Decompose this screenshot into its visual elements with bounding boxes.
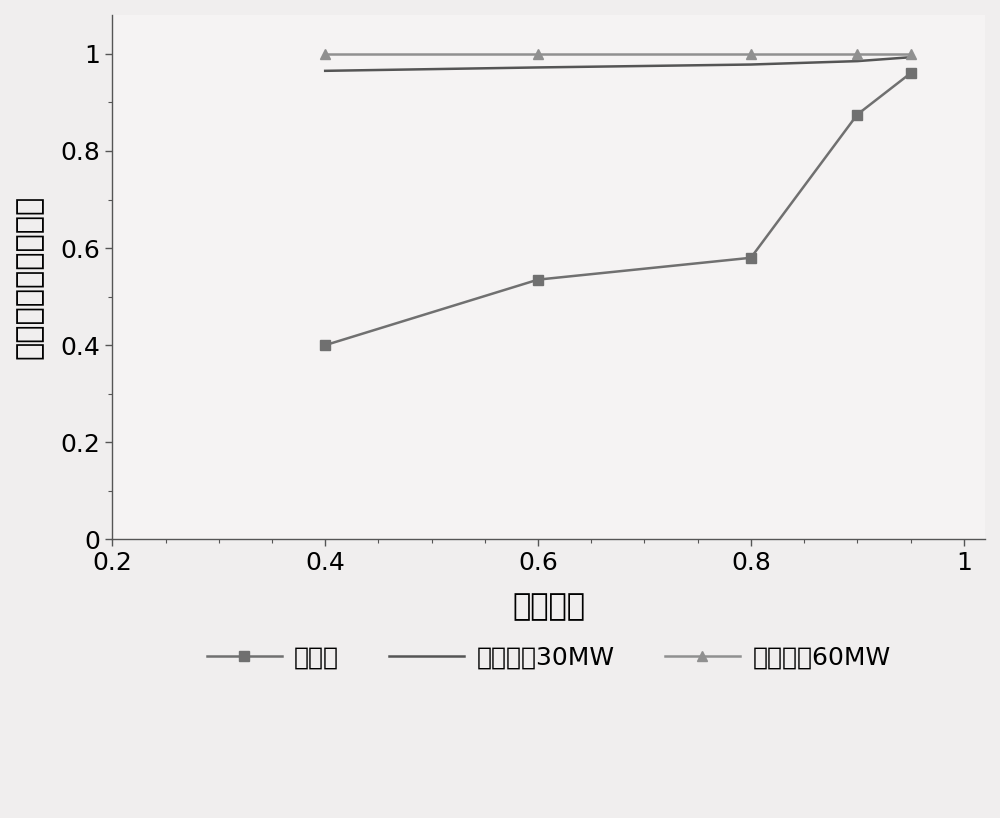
抄蓄装机30MW — [745, 60, 757, 70]
无抄蓄 — [745, 253, 757, 263]
Line: 抄蓄装机30MW: 抄蓄装机30MW — [325, 57, 911, 71]
抄蓄装机30MW — [905, 52, 917, 62]
Line: 无抄蓄: 无抄蓄 — [320, 69, 915, 350]
无抄蓄 — [851, 110, 863, 119]
抄蓄装机30MW — [532, 62, 544, 72]
X-axis label: 置信水平: 置信水平 — [512, 592, 585, 621]
抄蓄装机60MW — [745, 49, 757, 59]
抄蓄装机60MW — [319, 49, 331, 59]
抄蓄装机60MW — [905, 49, 917, 59]
抄蓄装机30MW — [319, 66, 331, 76]
抄蓄装机60MW — [851, 49, 863, 59]
抄蓄装机60MW — [532, 49, 544, 59]
无抄蓄 — [319, 340, 331, 350]
抄蓄装机30MW — [851, 56, 863, 66]
无抄蓄 — [532, 275, 544, 285]
Y-axis label: 机组组合可靠性水平: 机组组合可靠性水平 — [15, 195, 44, 359]
Legend: 无抄蓄, 抄蓄装机30MW, 抄蓄装机60MW: 无抄蓄, 抄蓄装机30MW, 抄蓄装机60MW — [197, 636, 901, 680]
无抄蓄 — [905, 69, 917, 79]
Line: 抄蓄装机60MW: 抄蓄装机60MW — [320, 49, 915, 59]
